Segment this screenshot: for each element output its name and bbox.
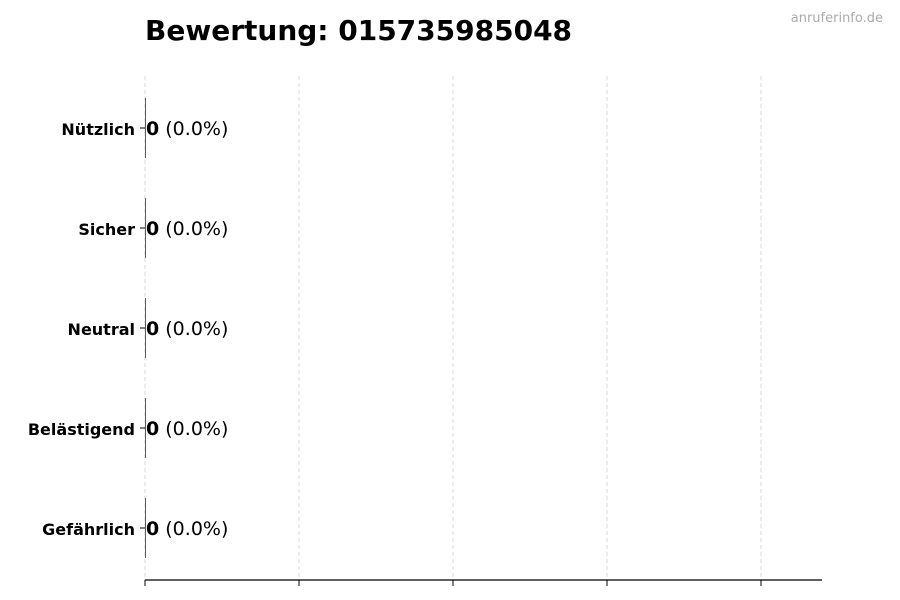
category-label: Belästigend [28, 420, 135, 439]
value-percent: (0.0%) [159, 218, 228, 240]
value-count: 0 [146, 118, 159, 140]
category-label: Gefährlich [42, 520, 135, 539]
gridlines [144, 76, 762, 580]
x-axis [144, 579, 822, 586]
bar [145, 398, 146, 458]
value-count: 0 [146, 518, 159, 540]
bar [145, 498, 146, 558]
value-label: 0 (0.0%) [146, 218, 228, 240]
chart-title: Bewertung: 015735985048 [145, 14, 572, 47]
value-count: 0 [146, 218, 159, 240]
category-label: Nützlich [61, 120, 135, 139]
value-percent: (0.0%) [159, 118, 228, 140]
value-percent: (0.0%) [159, 518, 228, 540]
bar [145, 298, 146, 358]
category-label: Neutral [68, 320, 135, 339]
value-label: 0 (0.0%) [146, 518, 228, 540]
watermark: anruferinfo.de [791, 11, 883, 26]
value-count: 0 [146, 418, 159, 440]
value-percent: (0.0%) [159, 318, 228, 340]
value-label: 0 (0.0%) [146, 318, 228, 340]
value-label: 0 (0.0%) [146, 418, 228, 440]
bar [145, 198, 146, 258]
category-label: Sicher [78, 220, 135, 239]
value-percent: (0.0%) [159, 418, 228, 440]
bars: Nützlich 0 (0.0%) Sicher 0 (0.0%) Neutral 0 (… [28, 98, 228, 558]
bar [145, 98, 146, 158]
value-count: 0 [146, 318, 159, 340]
value-label: 0 (0.0%) [146, 118, 228, 140]
